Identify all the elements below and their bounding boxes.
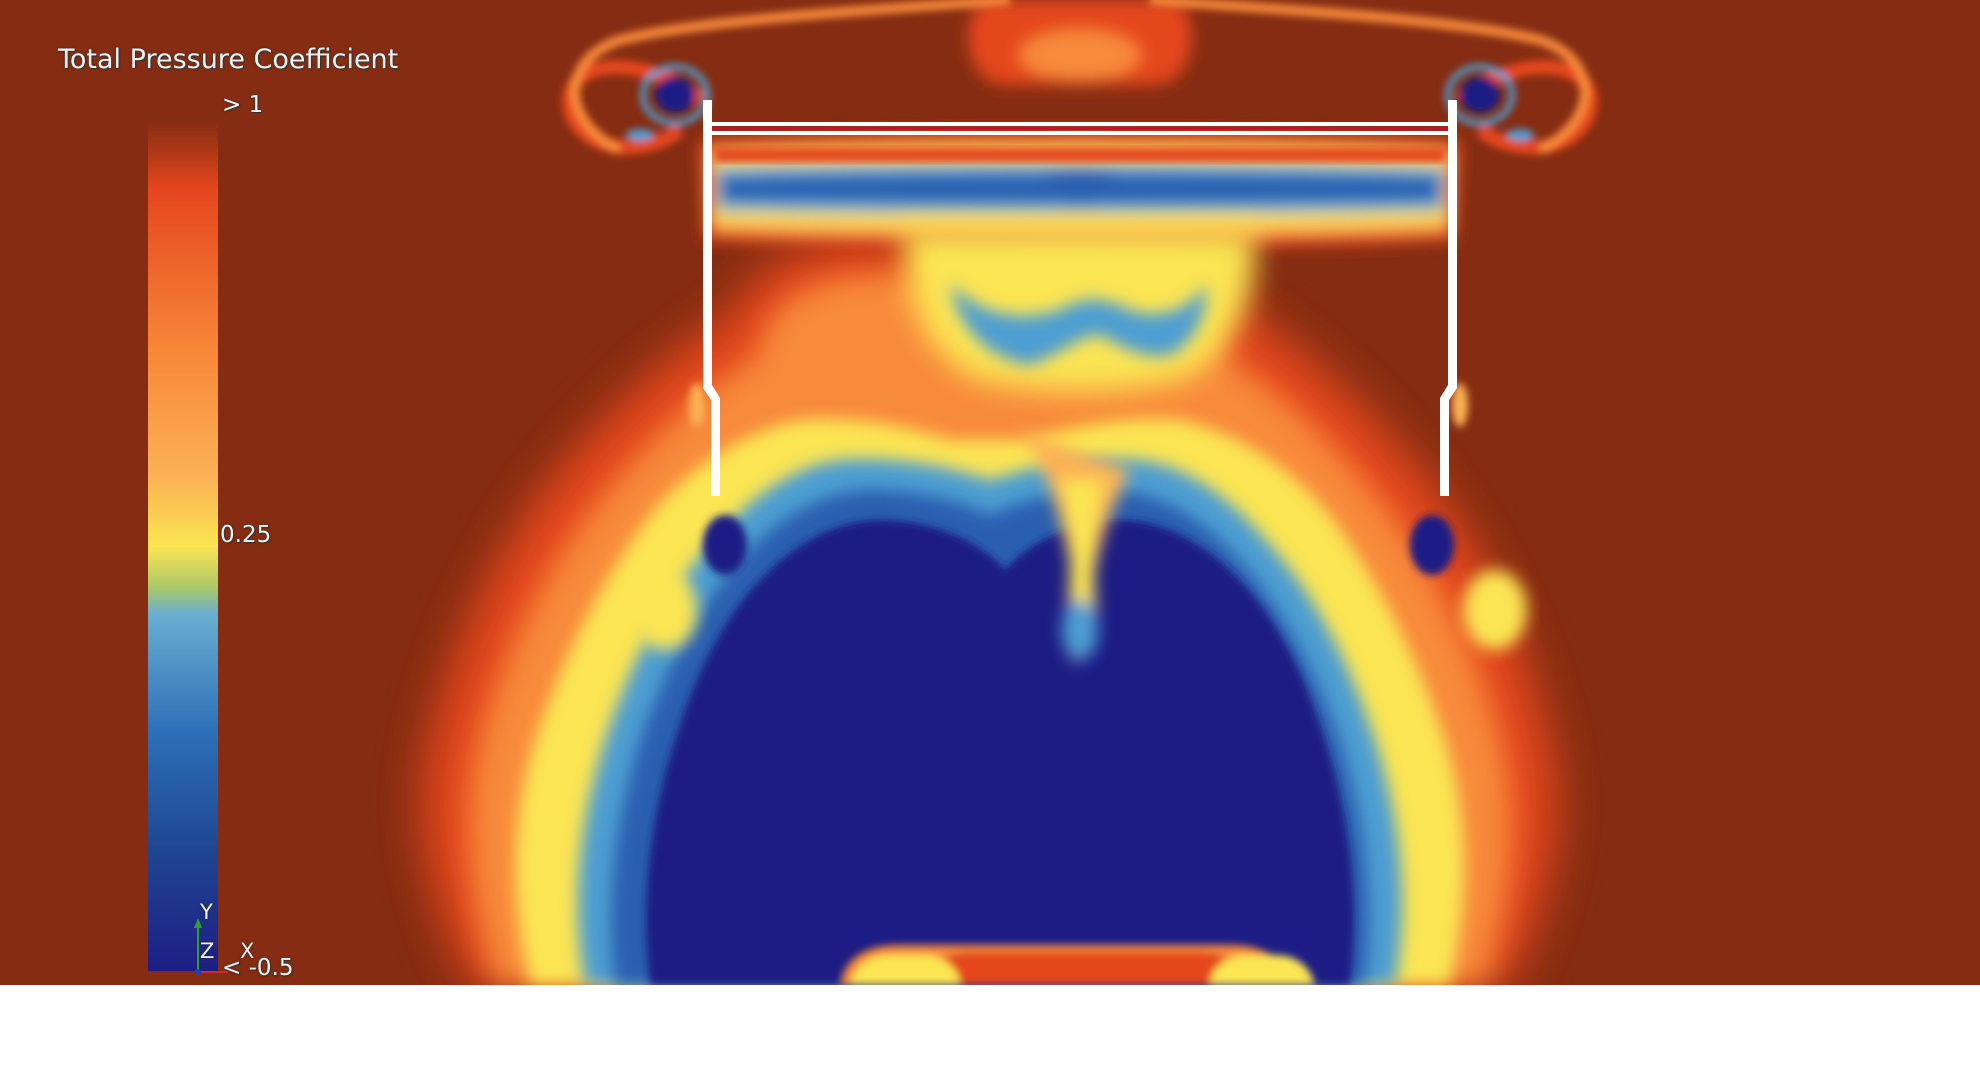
axis-x-label: X [240,939,255,963]
axis-triad-arrows [194,918,228,975]
legend-min-label: < -0.5 [222,955,294,981]
axis-triad: Y Z X [188,900,258,980]
axis-y-label: Y [200,900,213,924]
legend-mid-label: 0.25 [220,522,272,548]
legend-max-label: > 1 [222,92,264,118]
rear-wing-geometry [703,100,1457,496]
wing-upper-band [715,148,1445,162]
center-tongue [1020,430,1130,662]
left-side-pocket [633,570,697,650]
wake-core [646,520,1354,985]
top-plume [968,0,1192,85]
bottom-lip [840,945,1315,985]
right-tip-vortex [1149,0,1598,427]
legend-title: Total Pressure Coefficient [58,44,399,75]
left-tip-vortex [562,0,1011,427]
pressure-contour-plot [0,0,1980,985]
wing-wake [700,132,1460,248]
axis-z-label: Z [200,939,215,963]
right-side-pocket [1463,570,1527,650]
pressure-contour-viewport[interactable]: Total Pressure Coefficient > 1 0.25 < -0… [0,0,1980,985]
color-legend-bar [148,121,218,971]
